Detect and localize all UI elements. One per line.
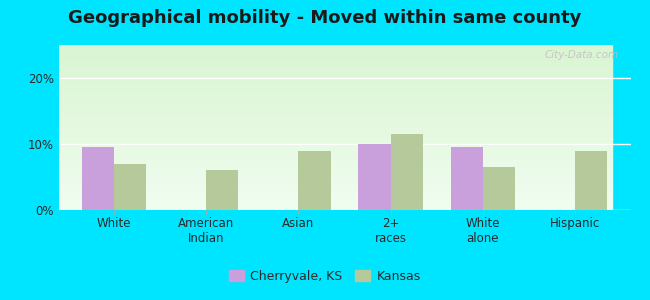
Bar	[58, 92, 612, 94]
Bar	[58, 114, 612, 116]
Bar	[58, 166, 612, 169]
Bar	[58, 116, 612, 119]
Bar	[58, 160, 612, 163]
Bar	[450, 147, 483, 210]
Bar	[58, 191, 612, 194]
Bar	[58, 122, 612, 125]
Bar	[58, 149, 612, 152]
Bar	[58, 155, 612, 158]
Bar	[58, 50, 612, 53]
Bar	[483, 167, 515, 210]
Bar	[58, 67, 612, 70]
Bar	[58, 61, 612, 64]
Bar	[58, 48, 612, 50]
Bar	[358, 144, 391, 210]
Bar	[58, 75, 612, 78]
Bar	[58, 196, 612, 199]
Bar	[298, 151, 331, 210]
Bar	[58, 83, 612, 86]
Bar	[58, 133, 612, 136]
Bar	[58, 182, 612, 185]
Bar	[58, 177, 612, 180]
Bar	[58, 106, 612, 108]
Bar	[58, 119, 612, 122]
Bar	[58, 78, 612, 81]
Bar	[58, 147, 612, 149]
Bar	[58, 202, 612, 205]
Bar	[58, 100, 612, 103]
Bar	[58, 108, 612, 111]
Bar	[58, 94, 612, 97]
Bar	[58, 172, 612, 174]
Bar	[58, 86, 612, 89]
Legend: Cherryvale, KS, Kansas: Cherryvale, KS, Kansas	[224, 265, 426, 288]
Bar	[58, 158, 612, 160]
Bar	[58, 174, 612, 177]
Bar	[58, 89, 612, 92]
Bar	[58, 125, 612, 128]
Bar	[58, 141, 612, 144]
Bar	[58, 194, 612, 196]
Bar	[58, 103, 612, 106]
Bar	[58, 128, 612, 130]
Bar	[58, 152, 612, 155]
Bar	[58, 199, 612, 202]
Bar	[58, 139, 612, 141]
Bar	[58, 56, 612, 59]
Bar	[58, 207, 612, 210]
Bar	[58, 163, 612, 166]
Bar	[58, 185, 612, 188]
Bar	[58, 45, 612, 48]
Bar	[58, 81, 612, 83]
Bar	[58, 180, 612, 182]
Bar	[58, 111, 612, 114]
Bar	[58, 144, 612, 147]
Bar	[114, 164, 146, 210]
Text: Geographical mobility - Moved within same county: Geographical mobility - Moved within sam…	[68, 9, 582, 27]
Bar	[58, 97, 612, 100]
Bar	[206, 170, 239, 210]
Text: City-Data.com: City-Data.com	[545, 50, 619, 60]
Bar	[58, 130, 612, 133]
Bar	[58, 136, 612, 139]
Bar	[58, 169, 612, 172]
Bar	[58, 64, 612, 67]
Bar	[391, 134, 423, 210]
Bar	[58, 53, 612, 56]
Bar	[575, 151, 608, 210]
Bar	[58, 205, 612, 207]
Bar	[58, 188, 612, 191]
Bar	[81, 147, 114, 210]
Bar	[58, 59, 612, 62]
Bar	[58, 73, 612, 75]
Bar	[58, 70, 612, 73]
